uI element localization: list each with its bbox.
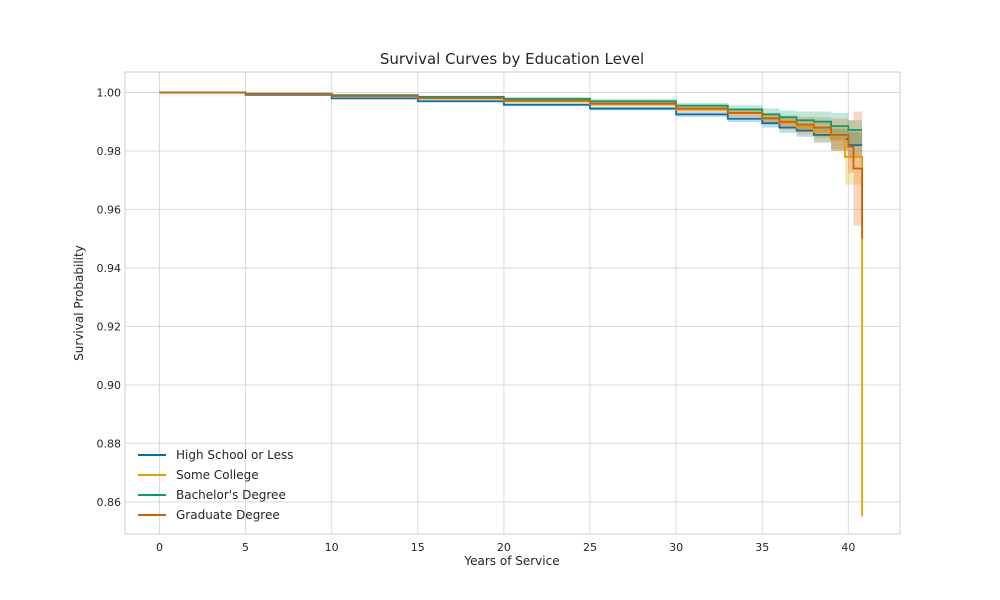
plot-frame (124, 71, 901, 535)
legend-label-2: Bachelor's Degree (176, 488, 286, 502)
survival-lines (159, 91, 864, 517)
legend-label-0: High School or Less (176, 448, 294, 462)
x-tick-label: 0 (156, 541, 163, 554)
x-tick-label: 40 (841, 541, 855, 554)
legend: High School or Less Some College Bachelor'… (138, 448, 294, 522)
y-tick-label: 0.94 (97, 262, 122, 275)
y-tick-label: 0.90 (97, 379, 122, 392)
y-tick-label: 1.00 (97, 86, 122, 99)
x-tick-label: 20 (497, 541, 511, 554)
chart-title: Survival Curves by Education Level (380, 50, 644, 68)
y-tick-label: 0.92 (97, 320, 122, 333)
legend-label-1: Some College (176, 468, 259, 482)
survival-line-3 (159, 91, 864, 239)
legend-label-3: Graduate Degree (176, 508, 280, 522)
y-tick-label: 0.86 (97, 496, 122, 509)
y-tick-label: 0.96 (97, 203, 122, 216)
y-tick-label: 0.98 (97, 145, 122, 158)
x-tick-label: 35 (755, 541, 769, 554)
survival-line-0 (159, 91, 863, 147)
x-tick-label: 5 (242, 541, 249, 554)
grid (125, 72, 900, 534)
x-tick-label: 30 (669, 541, 683, 554)
y-axis-ticks: 0.86 0.88 0.90 0.92 0.94 0.96 0.98 1.00 (97, 86, 122, 508)
x-tick-label: 25 (583, 541, 597, 554)
x-tick-label: 10 (325, 541, 339, 554)
y-tick-label: 0.88 (97, 437, 122, 450)
x-axis-ticks: 0 5 10 15 20 25 30 35 40 (156, 541, 855, 554)
y-axis-label: Survival Probability (72, 245, 86, 361)
x-axis-label: Years of Service (463, 554, 559, 568)
x-tick-label: 15 (411, 541, 425, 554)
